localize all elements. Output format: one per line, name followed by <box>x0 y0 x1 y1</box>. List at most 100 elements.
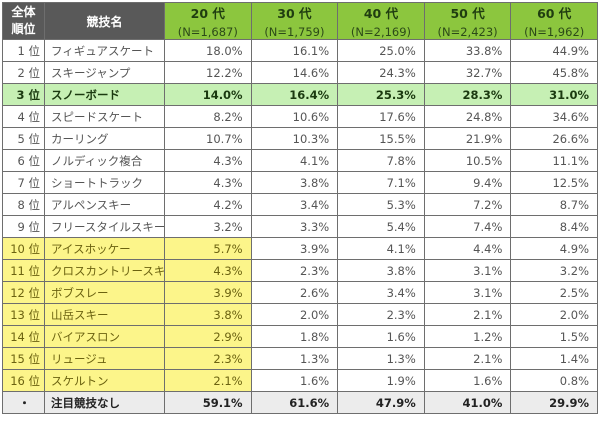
sport-name-cell: スキージャンプ <box>44 61 165 84</box>
percentage-cell: 3.9% <box>164 281 252 304</box>
percentage-cell: 2.1% <box>423 303 512 326</box>
percentage-cell: 3.4% <box>250 193 339 216</box>
age-label: 60 代 <box>537 6 572 21</box>
percentage-cell: 34.6% <box>510 105 598 128</box>
percentage-cell: 14.0% <box>164 83 252 106</box>
percentage-cell: 1.9% <box>337 369 425 392</box>
table-row: 11 位クロスカントリースキー 4.3% 2.3% 3.8% 3.1% 3.2% <box>2 259 598 282</box>
percentage-cell: 2.1% <box>164 369 252 392</box>
percentage-cell: 31.0% <box>510 83 598 106</box>
age-column-header-20s: 20 代 (N=1,687) <box>164 2 252 40</box>
percentage-cell: 7.2% <box>423 193 512 216</box>
sport-name-cell: クロスカントリースキー <box>44 259 165 282</box>
percentage-cell: 1.8% <box>250 325 339 348</box>
rank-cell: 5 位 <box>2 127 45 150</box>
rank-cell: 13 位 <box>2 303 45 326</box>
rank-cell: 3 位 <box>2 83 45 106</box>
percentage-cell: 2.3% <box>337 303 425 326</box>
percentage-cell: 4.1% <box>337 237 425 260</box>
percentage-cell: 59.1% <box>164 391 252 414</box>
percentage-cell: 45.8% <box>510 61 598 84</box>
percentage-cell: 3.8% <box>250 171 339 194</box>
table-row: 1 位フィギュアスケート 18.0% 16.1% 25.0% 33.8% 44.9% <box>2 39 598 62</box>
table-row: 7 位ショートトラック 4.3% 3.8% 7.1% 9.4% 12.5% <box>2 171 598 194</box>
percentage-cell: 29.9% <box>510 391 598 414</box>
percentage-cell: 41.0% <box>423 391 512 414</box>
percentage-cell: 1.6% <box>423 369 512 392</box>
sport-name-cell: 山岳スキー <box>44 303 165 326</box>
rank-cell: 16 位 <box>2 369 45 392</box>
percentage-cell: 2.5% <box>510 281 598 304</box>
age-label: 40 代 <box>363 6 399 21</box>
percentage-cell: 4.4% <box>423 237 512 260</box>
percentage-cell: 2.3% <box>250 259 339 282</box>
table-row: 14 位バイアスロン 2.9% 1.8% 1.6% 1.2% 1.5% <box>2 325 598 348</box>
percentage-cell: 28.3% <box>423 83 512 106</box>
percentage-cell: 4.9% <box>510 237 598 260</box>
percentage-cell: 4.3% <box>164 149 252 172</box>
sport-interest-ranking-table: 全体 順位 競技名 20 代 (N=1,687) 30 代 (N=1,759) … <box>2 2 598 414</box>
percentage-cell: 10.3% <box>250 127 339 150</box>
percentage-cell: 47.9% <box>337 391 425 414</box>
rank-header-line2: 順位 <box>11 22 36 36</box>
percentage-cell: 32.7% <box>423 61 512 84</box>
percentage-cell: 14.6% <box>250 61 339 84</box>
percentage-cell: 8.4% <box>510 215 598 238</box>
percentage-cell: 7.8% <box>337 149 425 172</box>
table-row: 13 位山岳スキー 3.8% 2.0% 2.3% 2.1% 2.0% <box>2 303 598 326</box>
sample-size: (N=1,759) <box>264 25 325 39</box>
percentage-cell: 5.7% <box>164 237 252 260</box>
percentage-cell: 21.9% <box>423 127 512 150</box>
sport-name-cell: フリースタイルスキー <box>44 215 165 238</box>
percentage-cell: 4.2% <box>164 193 252 216</box>
percentage-cell: 8.7% <box>510 193 598 216</box>
age-label: 50 代 <box>450 6 485 21</box>
rank-cell: 6 位 <box>2 149 45 172</box>
percentage-cell: 16.1% <box>250 39 339 62</box>
rank-cell: 4 位 <box>2 105 45 128</box>
percentage-cell: 12.5% <box>510 171 598 194</box>
sport-column-header: 競技名 <box>44 2 165 40</box>
total-row-no-interest: ・注目競技なし 59.1% 61.6% 47.9% 41.0% 29.9% <box>2 391 598 414</box>
sample-size: (N=1,687) <box>177 25 238 39</box>
rank-cell: 2 位 <box>2 61 45 84</box>
rank-header-line1: 全体 <box>11 5 36 19</box>
percentage-cell: 3.1% <box>423 281 512 304</box>
percentage-cell: 44.9% <box>510 39 598 62</box>
table-row: 5 位カーリング 10.7% 10.3% 15.5% 21.9% 26.6% <box>2 127 598 150</box>
table-row: 2 位スキージャンプ 12.2% 14.6% 24.3% 32.7% 45.8% <box>2 61 598 84</box>
sport-name-cell: カーリング <box>44 127 165 150</box>
percentage-cell: 3.3% <box>250 215 339 238</box>
table-row: 6 位ノルディック複合 4.3% 4.1% 7.8% 10.5% 11.1% <box>2 149 598 172</box>
sport-name-cell: 注目競技なし <box>44 391 165 414</box>
table-row: 10 位アイスホッケー 5.7% 3.9% 4.1% 4.4% 4.9% <box>2 237 598 260</box>
percentage-cell: 3.4% <box>337 281 425 304</box>
percentage-cell: 5.4% <box>337 215 425 238</box>
age-column-header-40s: 40 代 (N=2,169) <box>337 2 425 40</box>
percentage-cell: 1.4% <box>510 347 598 370</box>
sample-size: (N=1,962) <box>524 25 585 39</box>
percentage-cell: 10.5% <box>423 149 512 172</box>
ranking-table-container: 全体 順位 競技名 20 代 (N=1,687) 30 代 (N=1,759) … <box>2 2 598 414</box>
age-column-header-60s: 60 代 (N=1,962) <box>510 2 598 40</box>
percentage-cell: 1.3% <box>337 347 425 370</box>
table-row: 4 位スピードスケート 8.2% 10.6% 17.6% 24.8% 34.6% <box>2 105 598 128</box>
percentage-cell: 7.1% <box>337 171 425 194</box>
percentage-cell: 2.3% <box>164 347 252 370</box>
percentage-cell: 12.2% <box>164 61 252 84</box>
percentage-cell: 17.6% <box>337 105 425 128</box>
percentage-cell: 4.1% <box>250 149 339 172</box>
table-header-row: 全体 順位 競技名 20 代 (N=1,687) 30 代 (N=1,759) … <box>2 2 598 40</box>
percentage-cell: 0.8% <box>510 369 598 392</box>
percentage-cell: 33.8% <box>423 39 512 62</box>
percentage-cell: 7.4% <box>423 215 512 238</box>
percentage-cell: 16.4% <box>250 83 339 106</box>
percentage-cell: 24.3% <box>337 61 425 84</box>
sport-name-cell: スケルトン <box>44 369 165 392</box>
percentage-cell: 25.0% <box>337 39 425 62</box>
percentage-cell: 15.5% <box>337 127 425 150</box>
percentage-cell: 24.8% <box>423 105 512 128</box>
rank-cell: 14 位 <box>2 325 45 348</box>
percentage-cell: 4.3% <box>164 259 252 282</box>
sport-name-cell: スピードスケート <box>44 105 165 128</box>
